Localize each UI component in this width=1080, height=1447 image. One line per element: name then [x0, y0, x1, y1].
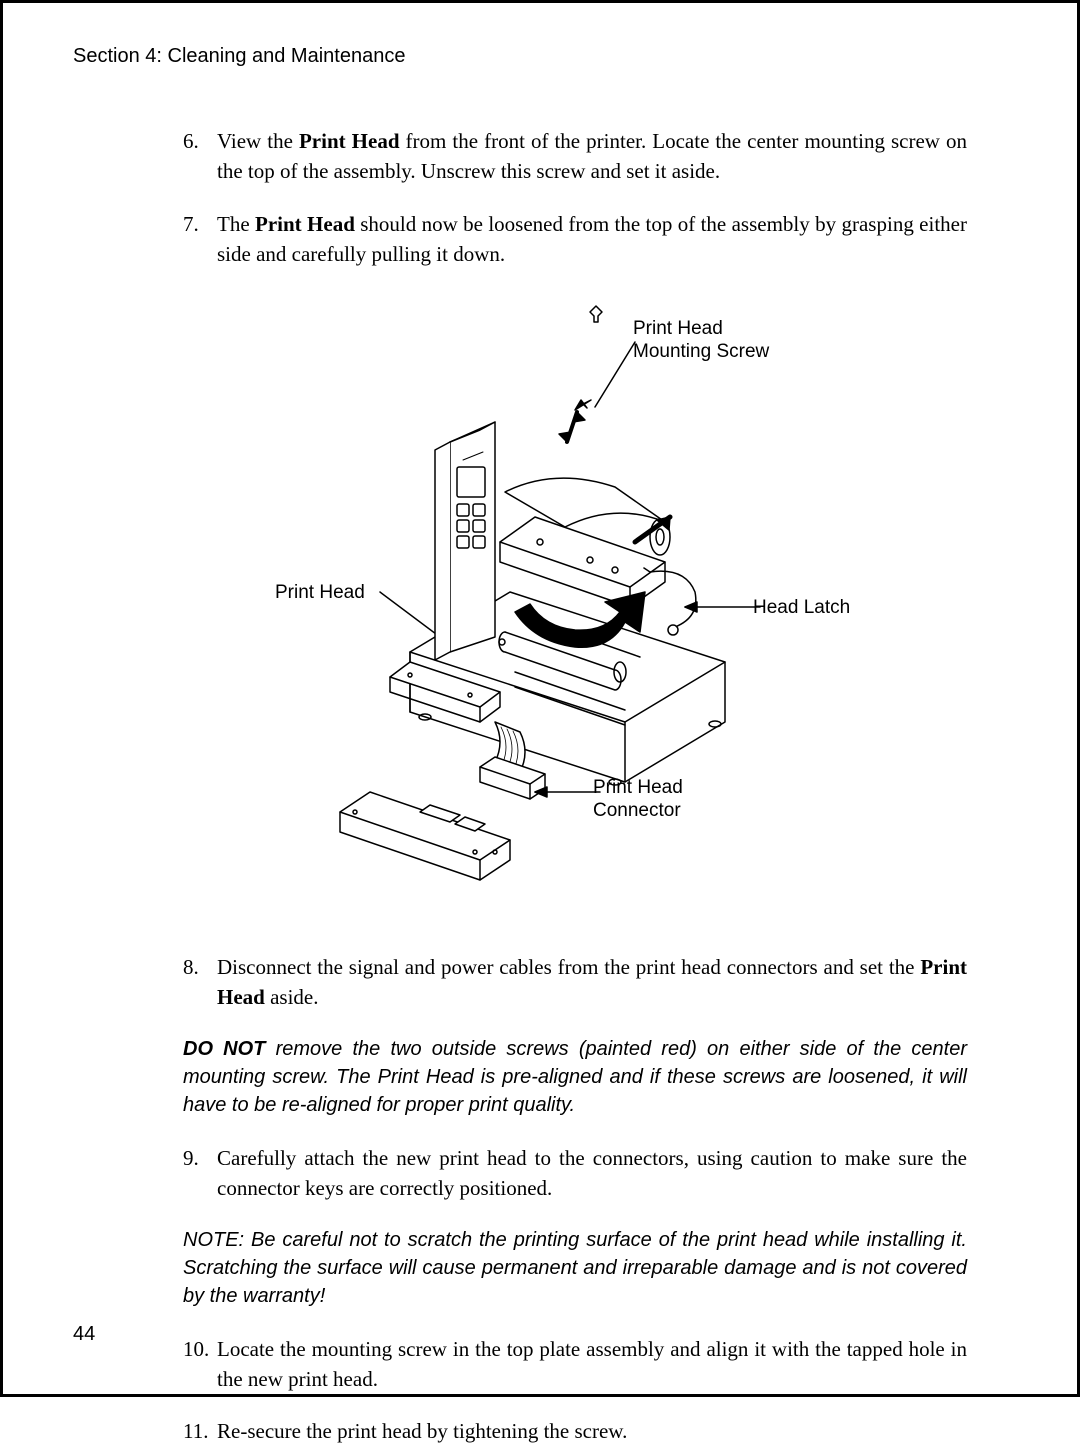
label-print-head: Print Head	[275, 582, 365, 605]
step-number: 10.	[183, 1334, 217, 1395]
step-text: Carefully attach the new print head to t…	[217, 1143, 967, 1204]
step-text: Disconnect the signal and power cables f…	[217, 952, 967, 1013]
step-number: 11.	[183, 1416, 217, 1446]
step-number: 9.	[183, 1143, 217, 1204]
printer-diagram: Print HeadMounting Screw Print Head Head…	[183, 292, 967, 932]
step-text: View the Print Head from the front of th…	[217, 126, 967, 187]
instruction-list-4: 10. Locate the mounting screw in the top…	[183, 1334, 967, 1447]
step-number: 8.	[183, 952, 217, 1013]
instruction-list: 6. View the Print Head from the front of…	[183, 126, 967, 270]
page-container: Section 4: Cleaning and Maintenance 6. V…	[0, 0, 1080, 1397]
page-number: 44	[73, 1323, 95, 1346]
step-6: 6. View the Print Head from the front of…	[183, 126, 967, 187]
label-mounting-screw: Print HeadMounting Screw	[633, 318, 769, 364]
label-head-latch: Head Latch	[753, 597, 850, 620]
step-text: Re-secure the print head by tightening t…	[217, 1416, 967, 1446]
warning-note-2: NOTE: Be careful not to scratch the prin…	[183, 1226, 967, 1310]
label-connector: Print HeadConnector	[593, 777, 683, 823]
step-text: Locate the mounting screw in the top pla…	[217, 1334, 967, 1395]
step-11: 11. Re-secure the print head by tighteni…	[183, 1416, 967, 1446]
step-number: 6.	[183, 126, 217, 187]
instruction-list-3: 9. Carefully attach the new print head t…	[183, 1143, 967, 1204]
step-8: 8. Disconnect the signal and power cable…	[183, 952, 967, 1013]
step-7: 7. The Print Head should now be loosened…	[183, 209, 967, 270]
step-text: The Print Head should now be loosened fr…	[217, 209, 967, 270]
step-number: 7.	[183, 209, 217, 270]
instruction-list-2: 8. Disconnect the signal and power cable…	[183, 952, 967, 1013]
step-9: 9. Carefully attach the new print head t…	[183, 1143, 967, 1204]
step-10: 10. Locate the mounting screw in the top…	[183, 1334, 967, 1395]
warning-note-1: DO NOT remove the two outside screws (pa…	[183, 1035, 967, 1119]
content-area: 6. View the Print Head from the front of…	[183, 126, 967, 1447]
section-header: Section 4: Cleaning and Maintenance	[73, 45, 1007, 68]
